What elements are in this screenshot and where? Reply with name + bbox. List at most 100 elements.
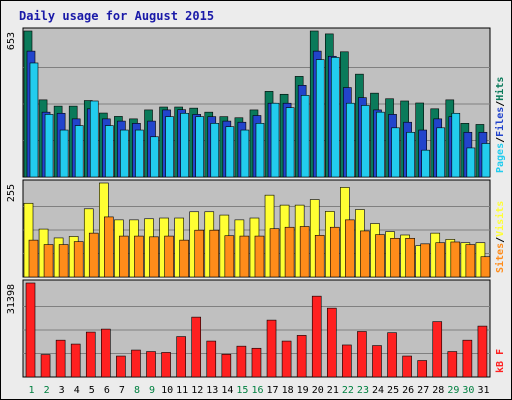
bar-sites-day-21 — [329, 226, 340, 278]
bar-kb-f-day-18 — [281, 340, 292, 378]
bar-pages-day-22 — [346, 102, 355, 178]
bar-kb-f-day-16 — [251, 347, 262, 378]
bar-sites-day-9 — [149, 236, 159, 278]
bar-pages-day-29 — [451, 112, 461, 178]
x-tick-label-day-10: 10 — [161, 385, 173, 396]
panel-sites-visits-legend: Sites/Visits — [494, 201, 506, 273]
bar-kb-f-day-26 — [402, 355, 412, 378]
bar-pages-day-31 — [481, 143, 491, 178]
bar-sites-day-20 — [314, 235, 325, 278]
bar-pages-day-3 — [59, 129, 69, 178]
bar-kb-f-day-20 — [311, 295, 322, 378]
bar-pages-day-18 — [285, 107, 295, 178]
bar-sites-day-17 — [269, 228, 280, 278]
bar-kb-f-day-23 — [357, 331, 367, 378]
bar-sites-day-13 — [209, 229, 220, 278]
bar-pages-day-11 — [180, 112, 189, 178]
x-tick-label-day-17: 17 — [267, 385, 279, 396]
bar-kb-f-day-13 — [206, 340, 217, 378]
x-tick-label-day-31: 31 — [477, 385, 489, 396]
bar-pages-day-14 — [225, 126, 235, 178]
x-tick-label-day-21: 21 — [327, 385, 339, 396]
bar-sites-day-30 — [465, 244, 476, 278]
x-tick-label-day-13: 13 — [206, 385, 218, 396]
bar-kb-f-day-31 — [477, 325, 488, 378]
bar-kb-f-day-11 — [176, 336, 186, 378]
bar-sites-day-31 — [480, 256, 491, 278]
bar-sites-day-2 — [43, 244, 54, 278]
x-tick-label-day-24: 24 — [372, 385, 384, 396]
bar-pages-day-6 — [105, 125, 114, 178]
bar-sites-day-26 — [405, 237, 415, 278]
bar-pages-day-21 — [330, 57, 340, 178]
bar-sites-day-1 — [28, 239, 39, 278]
bar-sites-day-7 — [119, 235, 129, 278]
bar-sites-day-6 — [104, 216, 114, 278]
legend-entry: / — [495, 237, 506, 243]
x-tick-label-day-29: 29 — [447, 385, 459, 396]
bar-kb-f-day-19 — [296, 335, 307, 378]
bar-sites-day-8 — [134, 235, 144, 278]
x-tick-label-day-12: 12 — [191, 385, 203, 396]
bar-pages-day-26 — [406, 131, 415, 178]
x-tick-label-day-9: 9 — [149, 385, 155, 396]
x-tick-label-day-2: 2 — [44, 385, 50, 396]
bar-sites-day-15 — [239, 235, 250, 278]
bar-kb-f-day-9 — [146, 351, 156, 378]
bar-kb-f-day-6 — [101, 328, 111, 378]
bar-sites-day-19 — [299, 226, 310, 278]
bar-pages-day-25 — [391, 127, 400, 178]
x-tick-label-day-22: 22 — [342, 385, 354, 396]
legend-entry: Files — [494, 107, 506, 137]
legend-entry: Visits — [494, 201, 506, 237]
bar-pages-day-27 — [421, 149, 430, 178]
x-tick-label-day-26: 26 — [402, 385, 414, 396]
bar-kb-f-day-2 — [40, 354, 51, 378]
bar-sites-day-29 — [450, 241, 461, 278]
bar-pages-day-19 — [300, 95, 310, 178]
bar-pages-day-1 — [29, 62, 39, 178]
legend-entry: F — [495, 349, 506, 361]
panel-kbf-legend: kB F — [495, 349, 506, 373]
bar-sites-day-3 — [58, 244, 69, 278]
bar-sites-day-11 — [179, 239, 189, 278]
bar-sites-day-4 — [73, 241, 84, 278]
x-tick-label-day-25: 25 — [387, 385, 399, 396]
bar-pages-day-2 — [44, 114, 54, 178]
bar-kb-f-day-5 — [85, 331, 96, 378]
x-tick-label-day-19: 19 — [297, 385, 309, 396]
bar-kb-f-day-10 — [161, 352, 171, 378]
bar-kb-f-day-7 — [116, 355, 126, 378]
bar-pages-day-9 — [150, 136, 159, 178]
x-tick-label-day-7: 7 — [119, 385, 125, 396]
x-tick-label-day-1: 1 — [29, 385, 35, 396]
bar-sites-day-24 — [375, 234, 385, 278]
bar-sites-day-12 — [194, 229, 205, 278]
bar-pages-day-30 — [466, 147, 476, 178]
legend-entry: Hits — [494, 77, 506, 101]
x-tick-label-day-16: 16 — [251, 385, 263, 396]
bar-pages-day-8 — [135, 129, 144, 178]
bar-kb-f-day-12 — [191, 316, 202, 378]
x-tick-label-day-18: 18 — [282, 385, 294, 396]
bar-pages-day-5 — [89, 100, 99, 178]
bar-kb-f-day-24 — [372, 345, 382, 378]
bar-pages-day-20 — [315, 59, 325, 178]
x-tick-label-day-27: 27 — [417, 385, 429, 396]
x-tick-label-day-4: 4 — [74, 385, 80, 396]
bar-pages-day-4 — [74, 125, 84, 178]
bar-kb-f-day-29 — [447, 351, 458, 378]
panel-pages-files-hits-scale-label: 653 — [6, 32, 17, 50]
x-tick-label-day-30: 30 — [462, 385, 474, 396]
bar-kb-f-day-27 — [417, 360, 427, 378]
x-tick-label-day-28: 28 — [432, 385, 444, 396]
bar-kb-f-day-21 — [326, 307, 337, 378]
x-tick-label-day-11: 11 — [176, 385, 188, 396]
bar-pages-day-10 — [165, 116, 174, 178]
bar-pages-day-7 — [120, 129, 129, 178]
bar-pages-day-23 — [361, 105, 370, 178]
bar-kb-f-day-3 — [55, 339, 66, 378]
bar-kb-f-day-15 — [236, 345, 247, 378]
x-tick-label-day-6: 6 — [104, 385, 110, 396]
